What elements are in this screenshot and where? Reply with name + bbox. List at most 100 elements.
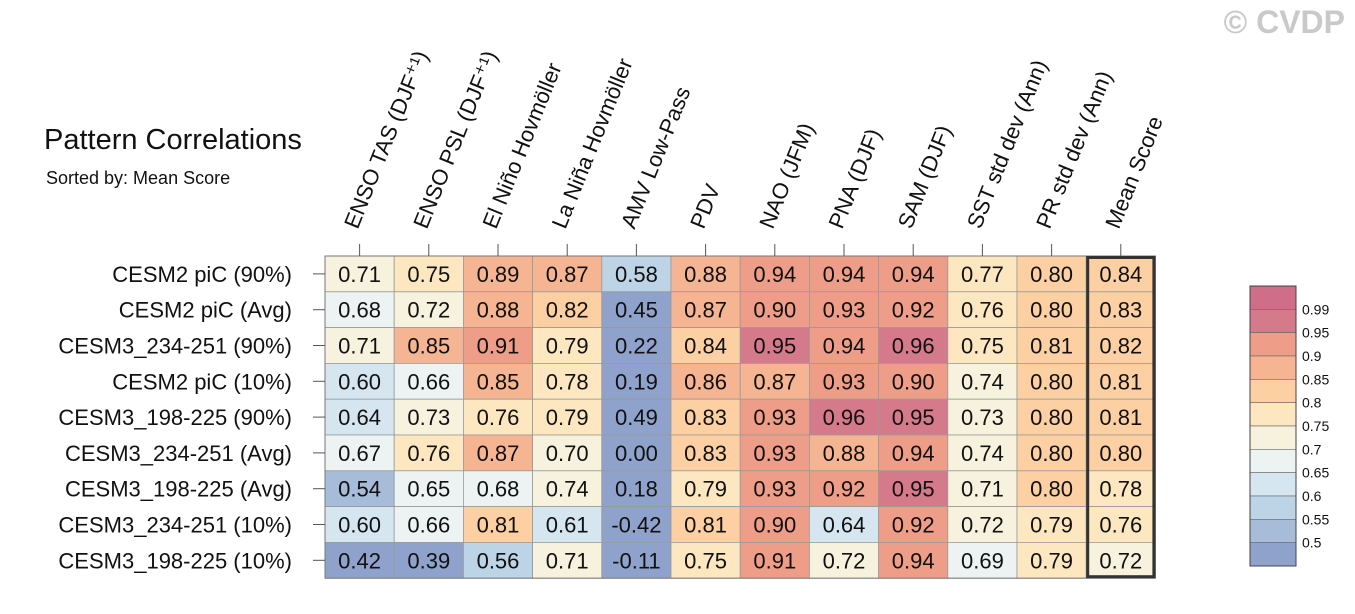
cell-value-label: 0.75 bbox=[407, 262, 450, 287]
colorbar-segment bbox=[1249, 425, 1297, 450]
cell-value-label: 0.49 bbox=[615, 405, 658, 430]
colorbar-segment bbox=[1249, 379, 1297, 403]
colorbar-segment bbox=[1249, 309, 1297, 333]
cell-value-label: 0.93 bbox=[823, 298, 866, 323]
cell-value-label: 0.94 bbox=[892, 262, 935, 287]
heatmap-cell bbox=[878, 470, 949, 507]
cell-value-label: -0.11 bbox=[612, 548, 661, 573]
heatmap-cell bbox=[670, 362, 741, 400]
cell-value-label: 0.64 bbox=[823, 513, 866, 538]
cell-value-label: 0.90 bbox=[892, 369, 935, 394]
colorbar-segment bbox=[1249, 355, 1297, 380]
heatmap-cell bbox=[670, 398, 741, 436]
cell-value-label: 0.74 bbox=[961, 369, 1004, 394]
cell-value-label: 0.81 bbox=[1099, 405, 1142, 430]
colorbar-tick-label: 0.55 bbox=[1302, 511, 1329, 527]
heatmap-cell bbox=[739, 398, 810, 436]
cell-value-label: 0.18 bbox=[615, 477, 658, 502]
cell-value-label: 0.73 bbox=[961, 405, 1004, 430]
cell-value-label: 0.91 bbox=[753, 548, 796, 573]
heatmap-cell bbox=[532, 362, 603, 400]
heatmap-cell bbox=[532, 506, 603, 543]
row-label: CESM2 piC (90%) bbox=[112, 262, 292, 287]
heatmap-cell bbox=[393, 255, 464, 293]
heatmap-cell bbox=[1085, 327, 1156, 364]
heatmap-cell bbox=[809, 291, 880, 328]
heatmap-cell bbox=[878, 542, 949, 579]
cell-value-label: 0.91 bbox=[477, 334, 520, 359]
cell-value-label: 0.72 bbox=[407, 298, 450, 323]
colorbar-tick-label: 0.9 bbox=[1302, 348, 1322, 364]
cell-value-label: 0.65 bbox=[407, 477, 450, 502]
heatmap-cell bbox=[739, 506, 810, 543]
row-label: CESM2 piC (Avg) bbox=[119, 298, 292, 323]
cell-value-label: 0.94 bbox=[892, 548, 935, 573]
cell-value-label: 0.22 bbox=[615, 334, 658, 359]
cell-value-label: 0.69 bbox=[961, 548, 1004, 573]
heatmap-cell bbox=[739, 434, 810, 472]
colorbar-tick-label: 0.95 bbox=[1302, 325, 1329, 341]
cell-value-label: 0.81 bbox=[1030, 334, 1073, 359]
cell-value-label: 0.95 bbox=[892, 405, 935, 430]
heatmap-cell bbox=[532, 542, 603, 579]
colorbar-segment bbox=[1249, 472, 1297, 497]
heatmap-cell bbox=[1016, 291, 1087, 328]
cell-value-label: 0.83 bbox=[684, 441, 727, 466]
colorbar-segment bbox=[1249, 495, 1297, 520]
chart-subtitle: Sorted by: Mean Score bbox=[46, 168, 231, 188]
cell-value-label: 0.56 bbox=[477, 548, 520, 573]
cell-value-label: 0.80 bbox=[1099, 441, 1142, 466]
cell-value-label: 0.54 bbox=[338, 477, 381, 502]
column-label: SAM (DJF) bbox=[893, 122, 957, 232]
heatmap-cell bbox=[878, 362, 949, 400]
heatmap-cell bbox=[532, 327, 603, 364]
heatmap-cell bbox=[532, 434, 603, 472]
cell-value-label: 0.75 bbox=[961, 334, 1004, 359]
heatmap-cell bbox=[809, 398, 880, 436]
cell-value-label: 0.74 bbox=[546, 477, 589, 502]
heatmap-cell bbox=[809, 255, 880, 293]
heatmap-cell bbox=[324, 506, 395, 543]
heatmap-cell bbox=[1085, 362, 1156, 400]
cell-value-label: 0.83 bbox=[684, 405, 727, 430]
cell-value-label: 0.60 bbox=[338, 369, 381, 394]
cell-value-label: 0.89 bbox=[477, 262, 520, 287]
colorbar-tick-label: 0.6 bbox=[1302, 488, 1322, 504]
row-label: CESM3_198-225 (Avg) bbox=[65, 477, 292, 502]
colorbar-tick-label: 0.7 bbox=[1302, 441, 1322, 457]
colorbar-segment bbox=[1249, 402, 1297, 427]
column-label: PR std dev (Ann) bbox=[1031, 67, 1117, 232]
cell-value-label: 0.68 bbox=[477, 477, 520, 502]
cell-value-label: 0.90 bbox=[753, 298, 796, 323]
heatmap-cell bbox=[809, 434, 880, 472]
heatmap-cell bbox=[739, 291, 810, 328]
cell-value-label: 0.45 bbox=[615, 298, 658, 323]
cell-value-label: 0.92 bbox=[892, 298, 935, 323]
cell-value-label: 0.94 bbox=[892, 441, 935, 466]
cell-value-label: 0.90 bbox=[753, 513, 796, 538]
cell-value-label: 0.72 bbox=[1099, 548, 1142, 573]
chart-title: Pattern Correlations bbox=[44, 124, 302, 156]
cell-value-label: 0.74 bbox=[961, 441, 1004, 466]
cell-value-label: 0.61 bbox=[546, 513, 589, 538]
heatmap-cell bbox=[1016, 362, 1087, 400]
heatmap-cell bbox=[462, 398, 533, 436]
cell-value-label: 0.80 bbox=[1030, 477, 1073, 502]
heatmap-cell bbox=[947, 470, 1018, 507]
cell-value-label: 0.68 bbox=[338, 298, 381, 323]
cell-value-label: 0.81 bbox=[477, 513, 520, 538]
cell-value-label: 0.88 bbox=[823, 441, 866, 466]
cell-value-label: 0.93 bbox=[753, 405, 796, 430]
cell-value-label: 0.70 bbox=[546, 441, 589, 466]
mean-score-highlight-box bbox=[1086, 256, 1156, 579]
cell-value-label: 0.94 bbox=[823, 262, 866, 287]
cell-value-label: 0.78 bbox=[1099, 477, 1142, 502]
cell-value-label: 0.78 bbox=[546, 369, 589, 394]
colorbar-tick-label: 0.8 bbox=[1302, 395, 1322, 411]
heatmap-cell bbox=[670, 434, 741, 472]
cell-value-label: 0.96 bbox=[892, 334, 935, 359]
heatmap-cell bbox=[601, 398, 672, 436]
heatmap-cell bbox=[601, 506, 672, 543]
colorbar-tick-label: 0.85 bbox=[1302, 371, 1329, 387]
